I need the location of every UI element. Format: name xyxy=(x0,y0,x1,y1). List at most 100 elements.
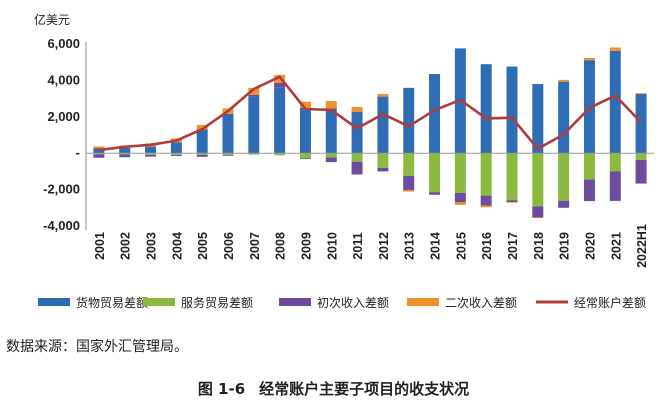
bar-segment xyxy=(583,179,595,202)
x-tick-label: 2022H1 xyxy=(635,224,649,268)
bar-segment xyxy=(325,108,337,154)
bar-segment xyxy=(506,66,518,154)
bar-segment xyxy=(119,154,131,158)
bar-segment xyxy=(429,192,441,195)
x-tick-label: 2006 xyxy=(222,232,236,260)
bar-segment xyxy=(145,153,157,155)
x-tick-label: 2019 xyxy=(558,232,572,260)
bar-segment xyxy=(583,153,595,180)
bar-segment xyxy=(351,161,363,175)
bar-segment xyxy=(583,58,595,61)
current-account-line xyxy=(98,75,643,152)
bar-segment xyxy=(609,50,621,154)
x-tick-label: 2007 xyxy=(248,232,262,260)
bar-segment xyxy=(506,200,518,202)
bar-segment xyxy=(506,201,518,203)
bar-segment xyxy=(93,148,105,154)
x-tick-label: 2003 xyxy=(145,232,159,260)
bar-segment xyxy=(635,153,647,160)
x-tick-label: 2008 xyxy=(274,232,288,260)
bar-segment xyxy=(145,146,157,154)
bar-segment xyxy=(558,153,570,201)
bar-segment xyxy=(403,153,415,176)
bar-segment xyxy=(170,142,182,154)
y-tick-label: 4,000 xyxy=(47,72,80,87)
x-tick-label: 2014 xyxy=(429,232,443,260)
bar-segment xyxy=(93,154,105,158)
x-tick-label: 2001 xyxy=(93,232,107,260)
bar-segment xyxy=(325,153,337,158)
bar-segment xyxy=(609,153,621,172)
legend-label: 货物贸易差额 xyxy=(76,295,148,310)
bar-segment xyxy=(196,154,208,157)
y-tick-label: - xyxy=(76,145,80,160)
bar-segment xyxy=(377,153,389,168)
bar-segment xyxy=(222,154,234,156)
bar-segment xyxy=(429,74,441,154)
bar-segment xyxy=(196,129,208,154)
y-tick-label: -4,000 xyxy=(43,218,80,233)
bar-segment xyxy=(248,94,260,97)
bar-segment xyxy=(454,192,466,203)
bar-segment xyxy=(506,153,518,201)
bar-segment xyxy=(403,175,415,190)
bar-segment xyxy=(248,87,260,95)
bar-segment xyxy=(480,64,492,154)
figure-caption: 图 1-6 经常账户主要子项目的收支状况 xyxy=(0,378,667,399)
bar-segment xyxy=(377,94,389,97)
x-tick-label: 2004 xyxy=(170,232,184,260)
x-tick-label: 2010 xyxy=(325,232,339,260)
bar-segment xyxy=(480,195,492,206)
bar-segment xyxy=(609,47,621,51)
bar-segment xyxy=(635,93,647,94)
x-tick-label: 2015 xyxy=(454,232,468,260)
bar-segment xyxy=(93,146,105,149)
legend-label: 服务贸易差额 xyxy=(181,295,253,310)
y-axis-unit-label: 亿美元 xyxy=(34,12,70,27)
bar-segment xyxy=(170,155,182,156)
bar-segment xyxy=(274,82,286,88)
legend-label: 二次收入差额 xyxy=(445,296,517,310)
x-tick-label: 2021 xyxy=(609,232,623,260)
bar-segment xyxy=(299,107,311,154)
bar-segment xyxy=(299,101,311,108)
bar-segment xyxy=(274,87,286,154)
bar-segment xyxy=(325,100,337,109)
bar-segment xyxy=(119,153,131,155)
bar-segment xyxy=(170,153,182,156)
y-tick-label: -2,000 xyxy=(43,182,80,197)
bar-segment xyxy=(532,84,544,154)
bar-segment xyxy=(403,87,415,154)
data-source-note: 数据来源：国家外汇管理局。 xyxy=(6,339,188,355)
bar-segment xyxy=(222,113,234,154)
x-tick-label: 2012 xyxy=(377,232,391,260)
bar-segment xyxy=(532,217,544,219)
y-tick-label: 6,000 xyxy=(47,36,80,51)
bar-segment xyxy=(351,153,363,162)
bar-segment xyxy=(454,153,466,193)
x-tick-label: 2013 xyxy=(403,232,417,260)
x-tick-label: 2011 xyxy=(351,232,365,259)
bar-segment xyxy=(558,81,570,154)
x-tick-label: 2020 xyxy=(583,232,597,260)
bar-segment xyxy=(480,153,492,196)
x-tick-label: 2018 xyxy=(532,232,546,260)
figure-number: 图 1-6 xyxy=(197,380,246,398)
bar-segment xyxy=(558,200,570,208)
bar-segment xyxy=(145,154,157,157)
figure-title: 经常账户主要子项目的收支状况 xyxy=(259,380,470,398)
bar-segment xyxy=(196,153,208,155)
bar-segment xyxy=(609,171,621,201)
bar-segment xyxy=(532,153,544,207)
legend-label: 经常账户差额 xyxy=(574,295,646,310)
legend-swatch xyxy=(407,298,439,306)
legend-swatch xyxy=(143,298,175,306)
bar-segment xyxy=(119,147,131,154)
bar-segment xyxy=(248,96,260,154)
bar-segment xyxy=(248,153,260,155)
bar-segment xyxy=(635,93,647,154)
bar-segment xyxy=(351,106,363,112)
legend-label: 初次收入差额 xyxy=(317,296,389,310)
bar-segment xyxy=(558,79,570,82)
bar-segment xyxy=(429,194,441,196)
